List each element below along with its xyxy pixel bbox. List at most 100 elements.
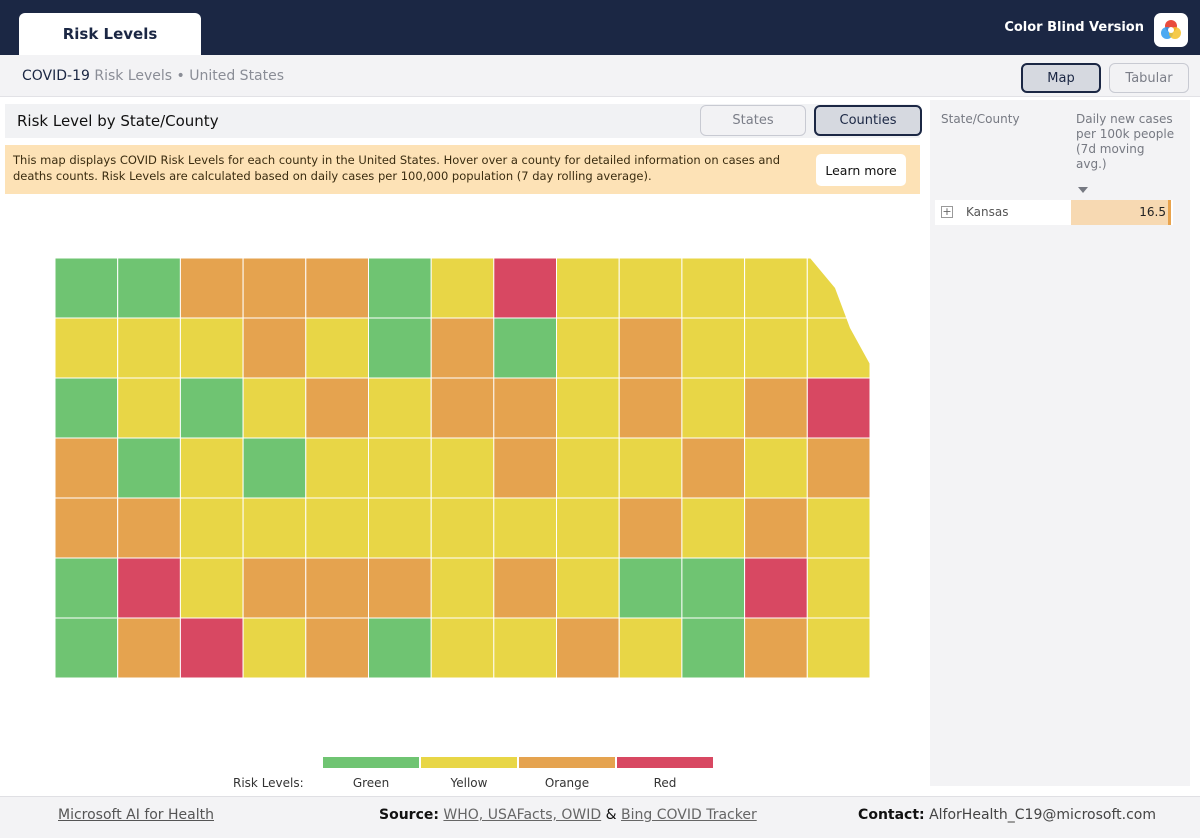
county-shape[interactable]	[744, 377, 808, 439]
tabular-view-button[interactable]: Tabular	[1109, 63, 1189, 93]
county-shape[interactable]	[54, 497, 119, 559]
county-shape[interactable]	[618, 377, 683, 439]
county-shape[interactable]	[368, 377, 432, 439]
county-shape[interactable]	[493, 497, 557, 559]
county-shape[interactable]	[242, 317, 307, 379]
county-shape[interactable]	[430, 617, 495, 679]
contact-email[interactable]: AlforHealth_C19@microsoft.com	[929, 807, 1156, 823]
county-shape[interactable]	[368, 257, 432, 319]
county-shape[interactable]	[681, 317, 746, 379]
county-shape[interactable]	[681, 617, 746, 679]
county-shape[interactable]	[681, 437, 746, 499]
source-links[interactable]: WHO, USAFacts, OWID	[443, 807, 602, 823]
county-shape[interactable]	[430, 437, 495, 499]
county-shape[interactable]	[430, 317, 495, 379]
county-shape[interactable]	[117, 557, 181, 619]
county-shape[interactable]	[493, 437, 557, 499]
county-shape[interactable]	[556, 497, 620, 559]
county-shape[interactable]	[618, 257, 683, 319]
county-shape[interactable]	[806, 557, 871, 619]
county-shape[interactable]	[618, 617, 683, 679]
county-shape[interactable]	[493, 617, 557, 679]
county-shape[interactable]	[618, 317, 683, 379]
county-shape[interactable]	[556, 437, 620, 499]
county-shape[interactable]	[54, 317, 119, 379]
county-shape[interactable]	[368, 317, 432, 379]
county-shape[interactable]	[806, 497, 871, 559]
bing-tracker-link[interactable]: Bing COVID Tracker	[621, 807, 757, 823]
county-shape[interactable]	[618, 437, 683, 499]
county-shape[interactable]	[305, 617, 369, 679]
county-shape[interactable]	[179, 617, 244, 679]
kansas-county-map[interactable]	[5, 200, 920, 760]
county-shape[interactable]	[305, 377, 369, 439]
table-row[interactable]: + Kansas 16.5	[935, 200, 1173, 225]
county-shape[interactable]	[179, 437, 244, 499]
county-shape[interactable]	[305, 257, 369, 319]
county-shape[interactable]	[681, 257, 746, 319]
county-shape[interactable]	[368, 497, 432, 559]
sort-descending-icon[interactable]	[1078, 187, 1088, 193]
county-shape[interactable]	[54, 617, 119, 679]
county-shape[interactable]	[305, 437, 369, 499]
county-shape[interactable]	[556, 377, 620, 439]
county-shape[interactable]	[556, 257, 620, 319]
counties-button[interactable]: Counties	[814, 105, 922, 136]
county-shape[interactable]	[179, 377, 244, 439]
county-shape[interactable]	[54, 437, 119, 499]
county-shape[interactable]	[242, 377, 307, 439]
county-shape[interactable]	[493, 377, 557, 439]
county-shape[interactable]	[242, 257, 307, 319]
county-shape[interactable]	[744, 557, 808, 619]
county-shape[interactable]	[744, 317, 808, 379]
county-shape[interactable]	[556, 317, 620, 379]
county-shape[interactable]	[493, 317, 557, 379]
county-shape[interactable]	[806, 377, 871, 439]
county-shape[interactable]	[242, 557, 307, 619]
learn-more-button[interactable]: Learn more	[816, 154, 906, 186]
county-shape[interactable]	[618, 557, 683, 619]
county-shape[interactable]	[744, 437, 808, 499]
color-blind-label[interactable]: Color Blind Version	[1004, 20, 1144, 35]
county-shape[interactable]	[179, 257, 244, 319]
county-shape[interactable]	[242, 617, 307, 679]
county-shape[interactable]	[368, 557, 432, 619]
county-shape[interactable]	[242, 437, 307, 499]
county-shape[interactable]	[305, 497, 369, 559]
county-shape[interactable]	[681, 377, 746, 439]
county-shape[interactable]	[117, 497, 181, 559]
county-shape[interactable]	[179, 497, 244, 559]
color-blind-toggle-icon[interactable]	[1154, 13, 1188, 47]
county-shape[interactable]	[54, 557, 119, 619]
county-shape[interactable]	[681, 497, 746, 559]
tab-risk-levels[interactable]: Risk Levels	[19, 13, 201, 55]
county-shape[interactable]	[117, 437, 181, 499]
county-shape[interactable]	[305, 557, 369, 619]
county-shape[interactable]	[618, 497, 683, 559]
county-shape[interactable]	[806, 617, 871, 679]
county-shape[interactable]	[117, 257, 181, 319]
county-shape[interactable]	[806, 437, 871, 499]
county-shape[interactable]	[54, 377, 119, 439]
column-header-state-county[interactable]: State/County	[941, 112, 1020, 126]
county-shape[interactable]	[305, 317, 369, 379]
county-shape[interactable]	[744, 497, 808, 559]
county-shape[interactable]	[54, 257, 119, 319]
column-header-daily-cases[interactable]: Daily new cases per 100k people (7d movi…	[1076, 112, 1175, 171]
county-shape[interactable]	[556, 617, 620, 679]
states-button[interactable]: States	[700, 105, 806, 136]
county-shape[interactable]	[430, 557, 495, 619]
county-shape[interactable]	[430, 377, 495, 439]
county-shape[interactable]	[430, 257, 495, 319]
county-shape[interactable]	[681, 557, 746, 619]
county-shape[interactable]	[179, 317, 244, 379]
county-shape[interactable]	[117, 377, 181, 439]
county-shape[interactable]	[744, 617, 808, 679]
microsoft-ai-link[interactable]: Microsoft AI for Health	[58, 807, 214, 823]
county-shape[interactable]	[117, 317, 181, 379]
county-shape[interactable]	[368, 437, 432, 499]
county-shape[interactable]	[242, 497, 307, 559]
county-shape[interactable]	[430, 497, 495, 559]
county-shape[interactable]	[493, 257, 557, 319]
county-shape[interactable]	[744, 257, 808, 319]
